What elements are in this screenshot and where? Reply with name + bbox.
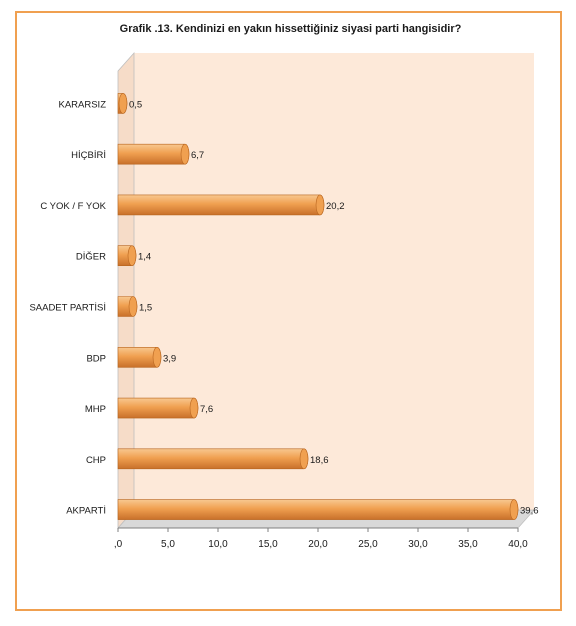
x-tick-label: 25,0 (358, 539, 378, 550)
x-tick-label: 5,0 (161, 539, 175, 550)
x-tick-label: 20,0 (308, 539, 328, 550)
bar (117, 397, 199, 419)
bar-end-cap (152, 346, 162, 368)
category-label: C YOK / F YOK (40, 201, 106, 212)
x-tick-label: 30,0 (408, 539, 428, 550)
category-label: AKPARTİ (66, 506, 106, 517)
bar-end-cap (127, 245, 137, 267)
data-label: 6,7 (191, 150, 204, 161)
plot-back-wall (134, 53, 534, 510)
bar-end-cap (299, 448, 309, 470)
bar-end-cap (118, 93, 128, 114)
data-label: 1,4 (138, 252, 151, 263)
category-label: BDP (86, 353, 106, 364)
category-label: DİĞER (76, 252, 106, 263)
data-label: 3,9 (163, 353, 176, 364)
bar-end-cap (180, 143, 190, 165)
x-tick-label: 10,0 (208, 539, 228, 550)
category-label: HİÇBİRİ (71, 150, 106, 161)
bar-chart: ,0 5,0 10,0 15,0 20,0 25,0 30,0 35,0 40,0 KARARSI… (29, 51, 539, 550)
bar-end-cap (189, 397, 199, 419)
category-label: SAADET PARTİSİ (29, 303, 106, 314)
data-label: 7,6 (200, 404, 213, 415)
bar (117, 143, 190, 165)
chart-title: Grafik .13. Kendinizi en yakın hissettiğ… (119, 23, 462, 35)
x-tick-label: 15,0 (258, 539, 278, 550)
bar-end-cap (509, 499, 519, 520)
bar-end-cap (128, 296, 138, 317)
bar (117, 499, 519, 520)
x-tick-label: 40,0 (508, 539, 528, 550)
bar-end-cap (315, 194, 325, 216)
data-label: 18,6 (310, 455, 329, 466)
bar (117, 194, 325, 216)
data-label: 1,5 (139, 303, 152, 314)
data-label: 39,6 (520, 506, 539, 517)
bar (117, 448, 309, 470)
x-tick-label: 35,0 (458, 539, 478, 550)
data-label: 0,5 (129, 99, 142, 110)
x-tick-label: ,0 (114, 539, 123, 550)
data-label: 20,2 (326, 201, 345, 212)
chart-frame: Grafik .13. Kendinizi en yakın hissettiğ… (15, 11, 562, 611)
category-label: MHP (85, 404, 106, 415)
category-label: KARARSIZ (58, 99, 106, 110)
category-label: CHP (86, 455, 106, 466)
